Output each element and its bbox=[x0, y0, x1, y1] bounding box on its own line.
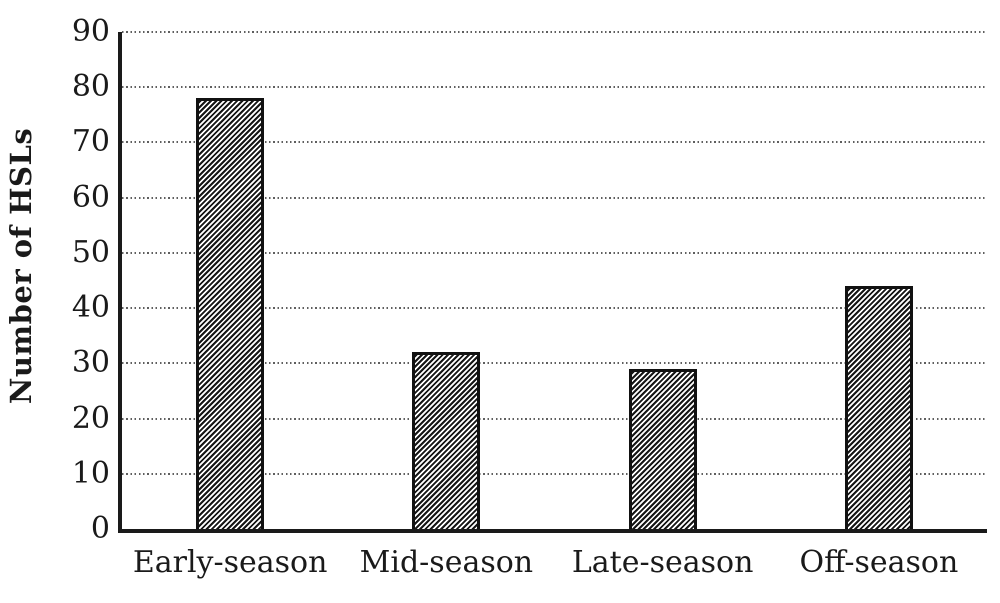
gridline-90 bbox=[122, 31, 987, 33]
y-tick-label-20: 20 bbox=[71, 400, 110, 436]
gridline-70 bbox=[122, 141, 987, 144]
gridline-80 bbox=[122, 86, 987, 89]
bar-mid-season bbox=[412, 352, 481, 529]
y-tick-label-50: 50 bbox=[71, 234, 110, 270]
bar-early-season bbox=[196, 98, 265, 529]
x-tick-label-mid-season: Mid-season bbox=[359, 545, 534, 580]
gridline-10 bbox=[122, 472, 987, 475]
gridline-20 bbox=[122, 417, 987, 420]
y-tick-label-10: 10 bbox=[71, 455, 110, 491]
bar-off-season bbox=[844, 286, 913, 529]
plot-area bbox=[118, 31, 987, 533]
x-tick-label-off-season: Off-season bbox=[799, 545, 959, 580]
y-tick-label-40: 40 bbox=[71, 290, 110, 326]
y-tick-label-70: 70 bbox=[71, 124, 110, 160]
y-tick-label-0: 0 bbox=[90, 511, 110, 546]
y-tick-label-90: 90 bbox=[71, 14, 110, 49]
bar-late-season bbox=[628, 368, 697, 529]
y-tick-label-30: 30 bbox=[71, 345, 110, 381]
x-axis-labels: Early-season Mid-season Late-season Off-sea… bbox=[122, 545, 987, 590]
x-tick-label-late-season: Late-season bbox=[571, 545, 754, 580]
gridline-40 bbox=[122, 307, 987, 310]
gridline-60 bbox=[122, 196, 987, 199]
x-tick-label-early-season: Early-season bbox=[132, 545, 328, 580]
gridline-50 bbox=[122, 251, 987, 254]
y-tick-label-60: 60 bbox=[71, 179, 110, 215]
gridline-30 bbox=[122, 362, 987, 365]
y-axis-ticks: 0 10 20 30 40 50 60 70 80 90 bbox=[0, 17, 110, 544]
y-tick-label-80: 80 bbox=[71, 69, 110, 105]
